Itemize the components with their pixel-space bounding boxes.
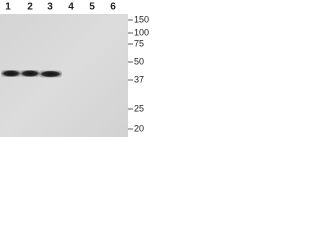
- lane-label: 4: [68, 2, 74, 13]
- marker-label: 75: [134, 38, 144, 48]
- marker-label: 20: [134, 123, 144, 133]
- lane-label: 1: [5, 2, 11, 13]
- band: [1, 70, 21, 77]
- lane-label: 3: [47, 2, 53, 13]
- marker-label: 150: [134, 14, 149, 24]
- lane-label: 6: [110, 2, 116, 13]
- lane-label: 5: [89, 2, 95, 13]
- blot-figure: 1 2 3 4 5 6 150 100 75 50 37 25 20: [0, 2, 149, 137]
- band: [39, 70, 62, 78]
- lane-label: 2: [27, 2, 33, 13]
- marker-label: 25: [134, 103, 144, 113]
- band: [20, 70, 40, 77]
- marker-label: 37: [134, 74, 144, 84]
- marker-label: 100: [134, 27, 149, 37]
- marker-label: 50: [134, 56, 144, 66]
